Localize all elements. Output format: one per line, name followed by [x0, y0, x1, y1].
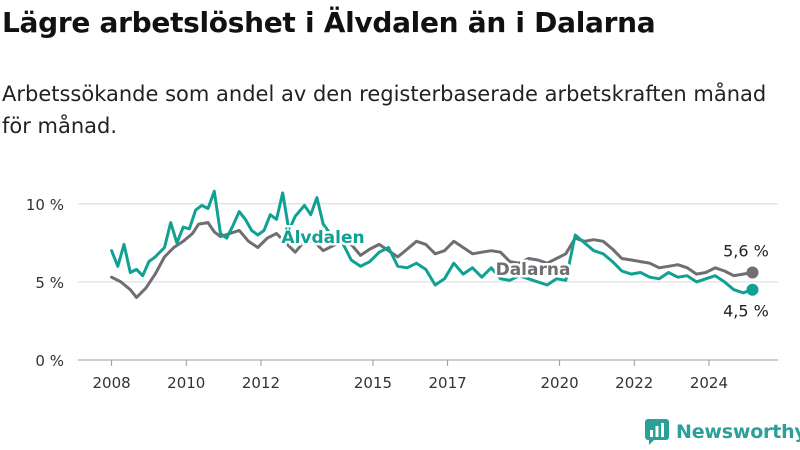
series-lines [110, 189, 759, 299]
series-end-label: 4,5 % [723, 302, 769, 321]
x-tick-label: 2012 [242, 374, 280, 392]
brand-name: Newsworthy [676, 421, 800, 443]
x-axis: 2008 2010 2012 2015 2017 2020 2022 2024 [93, 360, 728, 392]
series-line-dalarna [110, 221, 754, 299]
y-tick-label: 10 % [26, 196, 64, 214]
series-end-label: 5,6 % [723, 242, 769, 261]
x-tick-label: 2008 [93, 374, 131, 392]
gridlines [78, 203, 778, 361]
x-tick-label: 2010 [167, 374, 205, 392]
series-labels: 5,6 % 4,5 % Älvdalen Dalarna [279, 224, 769, 321]
series-name-label: Älvdalen [281, 226, 364, 248]
bar-chart-speech-bubble-icon [645, 419, 669, 445]
chart-title: Lägre arbetslöshet i Älvdalen än i Dalar… [2, 6, 656, 39]
newsworthy-logo: Newsworthy [644, 418, 800, 446]
x-tick-label: 2015 [354, 374, 392, 392]
series-end-point [746, 283, 759, 296]
series-line-alvdalen [110, 189, 754, 295]
series-name-label: Dalarna [496, 260, 571, 280]
x-tick-label: 2020 [541, 374, 579, 392]
x-tick-label: 2022 [615, 374, 653, 392]
y-tick-label: 0 % [35, 352, 64, 370]
series-end-point [746, 266, 759, 279]
x-tick-label: 2024 [690, 374, 728, 392]
y-axis-tick-labels: 0 % 5 % 10 % [26, 196, 64, 370]
x-tick-label: 2017 [429, 374, 467, 392]
y-tick-label: 5 % [35, 274, 64, 292]
chart-subtitle: Arbetssökande som andel av den registerb… [2, 82, 767, 138]
